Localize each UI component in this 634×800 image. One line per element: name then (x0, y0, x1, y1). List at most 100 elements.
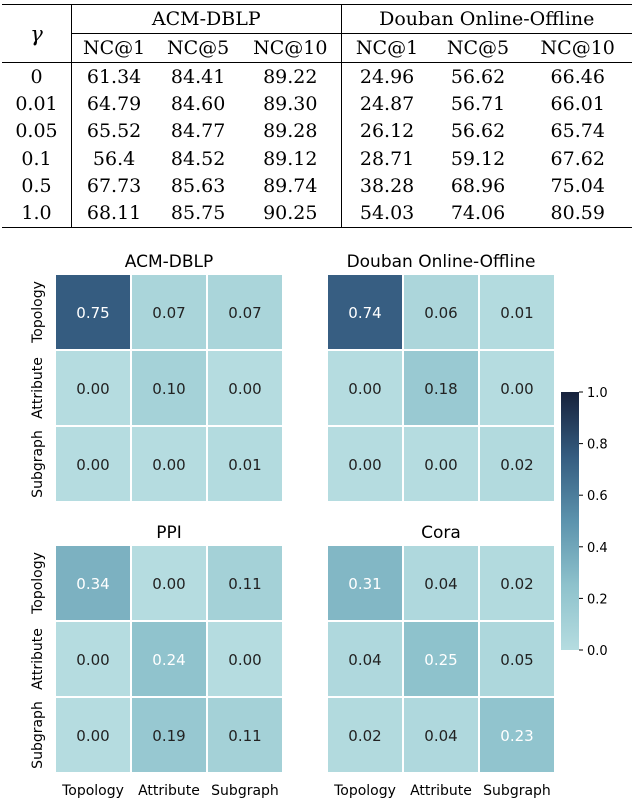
table-cell: 61.34 (71, 62, 157, 91)
heatmap-cell-label: 0.00 (348, 456, 381, 474)
heatmap-cell-label: 0.01 (228, 456, 261, 474)
table-cell: 89.22 (263, 65, 318, 88)
colorbar-tick-label: 0.8 (587, 438, 608, 453)
table-cell: 74.06 (432, 199, 524, 228)
heatmap-y-tick-label: Subgraph (30, 701, 46, 769)
heatmap-cell-label: 0.24 (152, 651, 185, 669)
table-cell: 84.60 (170, 92, 226, 115)
table-cell: 66.46 (550, 65, 605, 88)
heatmap-cell-label: 0.74 (348, 304, 381, 322)
heatmap-cell-label: 0.00 (424, 456, 457, 474)
heatmap-cell (328, 351, 402, 425)
table-cell: 66.01 (550, 92, 605, 115)
heatmap-x-tick-label: Topology (61, 783, 124, 799)
heatmap-cell-label: 0.31 (348, 575, 381, 593)
heatmap-cell-label: 0.10 (152, 380, 185, 398)
heatmap-cell-label: 0.19 (152, 727, 185, 745)
table-cell: 56.62 (450, 120, 506, 143)
heatmap-cell-label: 0.25 (424, 651, 457, 669)
table-cell: 26.12 (340, 117, 433, 145)
table-cell: 84.41 (170, 65, 226, 88)
heatmap-cell (132, 351, 206, 425)
table-row: 0.05 65.52 84.77 89.28 26.12 56.62 65.74 (2, 117, 632, 145)
heatmap-cell-label: 0.00 (76, 727, 109, 745)
heatmap-cell (328, 275, 402, 349)
table-cell: 67.62 (550, 147, 605, 170)
heatmap-cell-label: 0.11 (228, 727, 261, 745)
metric-header: NC@10 (240, 33, 342, 63)
heatmap-cell (56, 546, 130, 620)
table-cell: 85.63 (170, 174, 226, 197)
heatmap-cell-label: 0.75 (76, 304, 109, 322)
heatmap-cell-label: 0.02 (500, 575, 533, 593)
heatmap-cell (208, 275, 282, 349)
heatmap-cell (208, 546, 282, 620)
heatmap-cell-label: 0.00 (152, 575, 185, 593)
table-cell: 89.28 (263, 120, 318, 143)
heatmap-y-tick-label: Topology (30, 552, 46, 615)
heatmap-cell-label: 0.04 (424, 575, 457, 593)
heatmap-cell (208, 351, 282, 425)
heatmap-cell-label: 0.00 (152, 456, 185, 474)
heatmap-cell (208, 698, 282, 772)
heatmap-cell (132, 622, 206, 696)
heatmap-cell (480, 275, 554, 349)
gamma-header: γ (2, 4, 72, 63)
heatmap-cell (132, 546, 206, 620)
heatmap-x-tick-label: Subgraph (483, 783, 551, 799)
table-cell: 89.30 (263, 92, 318, 115)
heatmap-cell (480, 622, 554, 696)
table-cell: 59.12 (450, 147, 506, 170)
results-table: γ ACM-DBLP Douban Online-Offline NC@1 NC… (2, 4, 632, 228)
heatmap-cell (328, 698, 402, 772)
gamma-value: 1.0 (2, 199, 72, 228)
table-cell: 67.73 (71, 172, 157, 200)
heatmap-x-tick-label: Attribute (138, 783, 200, 799)
heatmap-panel: Douban Online-Offline 0.74 0.06 0.01 0.00 0.1… (328, 252, 554, 501)
heatmap-cell-label: 0.06 (424, 304, 457, 322)
heatmap-x-tick-label: Attribute (410, 783, 472, 799)
heatmap-x-tick-label: Topology (333, 783, 396, 799)
results-table-section: γ ACM-DBLP Douban Online-Offline NC@1 NC… (0, 0, 634, 240)
table-cell: 64.79 (71, 90, 157, 118)
table-row: 0.1 56.4 84.52 89.12 28.71 59.12 67.62 (2, 144, 632, 173)
table-header-row-groups: γ ACM-DBLP Douban Online-Offline (2, 4, 632, 63)
colorbar: 0.0 0.2 0.4 0.6 0.8 1.0 (561, 386, 608, 659)
heatmap-cell-label: 0.18 (424, 380, 457, 398)
group-header-douban: Douban Online-Offline (340, 4, 632, 34)
gamma-value: 0.1 (21, 147, 52, 170)
heatmap-cell-label: 0.07 (152, 304, 185, 322)
table-cell: 54.03 (340, 199, 433, 228)
table-cell: 68.96 (450, 174, 506, 197)
heatmap-y-tick-label: Attribute (30, 628, 46, 690)
table-cell: 38.28 (340, 172, 433, 200)
heatmap-x-tick-label: Subgraph (211, 783, 279, 799)
heatmap-cell (404, 427, 478, 501)
heatmap-cell (56, 698, 130, 772)
heatmap-cell (328, 622, 402, 696)
table-cell: 89.74 (263, 174, 318, 197)
heatmap-cell (328, 427, 402, 501)
colorbar-tick-label: 0.2 (587, 592, 608, 607)
heatmap-cell-label: 0.07 (228, 304, 261, 322)
table-cell: 65.52 (71, 117, 157, 145)
heatmap-cell (132, 427, 206, 501)
heatmap-cell (404, 546, 478, 620)
heatmap-cell-label: 0.01 (500, 304, 533, 322)
heatmap-cell-label: 0.00 (228, 380, 261, 398)
table-row: 0 61.34 84.41 89.22 24.96 56.62 66.46 (2, 62, 632, 91)
metric-header: NC@10 (523, 33, 632, 63)
table-cell: 84.77 (170, 120, 226, 143)
heatmap-cell (404, 275, 478, 349)
heatmap-cell (208, 622, 282, 696)
heatmap-cell (480, 546, 554, 620)
table-cell: 68.11 (71, 199, 157, 228)
heatmap-cell (404, 351, 478, 425)
heatmap-cell-label: 0.02 (500, 456, 533, 474)
heatmap-figure: ACM-DBLP 0.75 0.07 0.07 0.00 0.10 0.00 0.00 0.00… (0, 240, 634, 800)
heatmap-cell-label: 0.00 (76, 651, 109, 669)
table-body: 0 61.34 84.41 89.22 24.96 56.62 66.46 0.01 64.79… (2, 62, 632, 228)
colorbar-tick-label: 1.0 (587, 386, 608, 401)
colorbar-gradient (561, 392, 579, 650)
heatmap-cell-label: 0.00 (76, 380, 109, 398)
